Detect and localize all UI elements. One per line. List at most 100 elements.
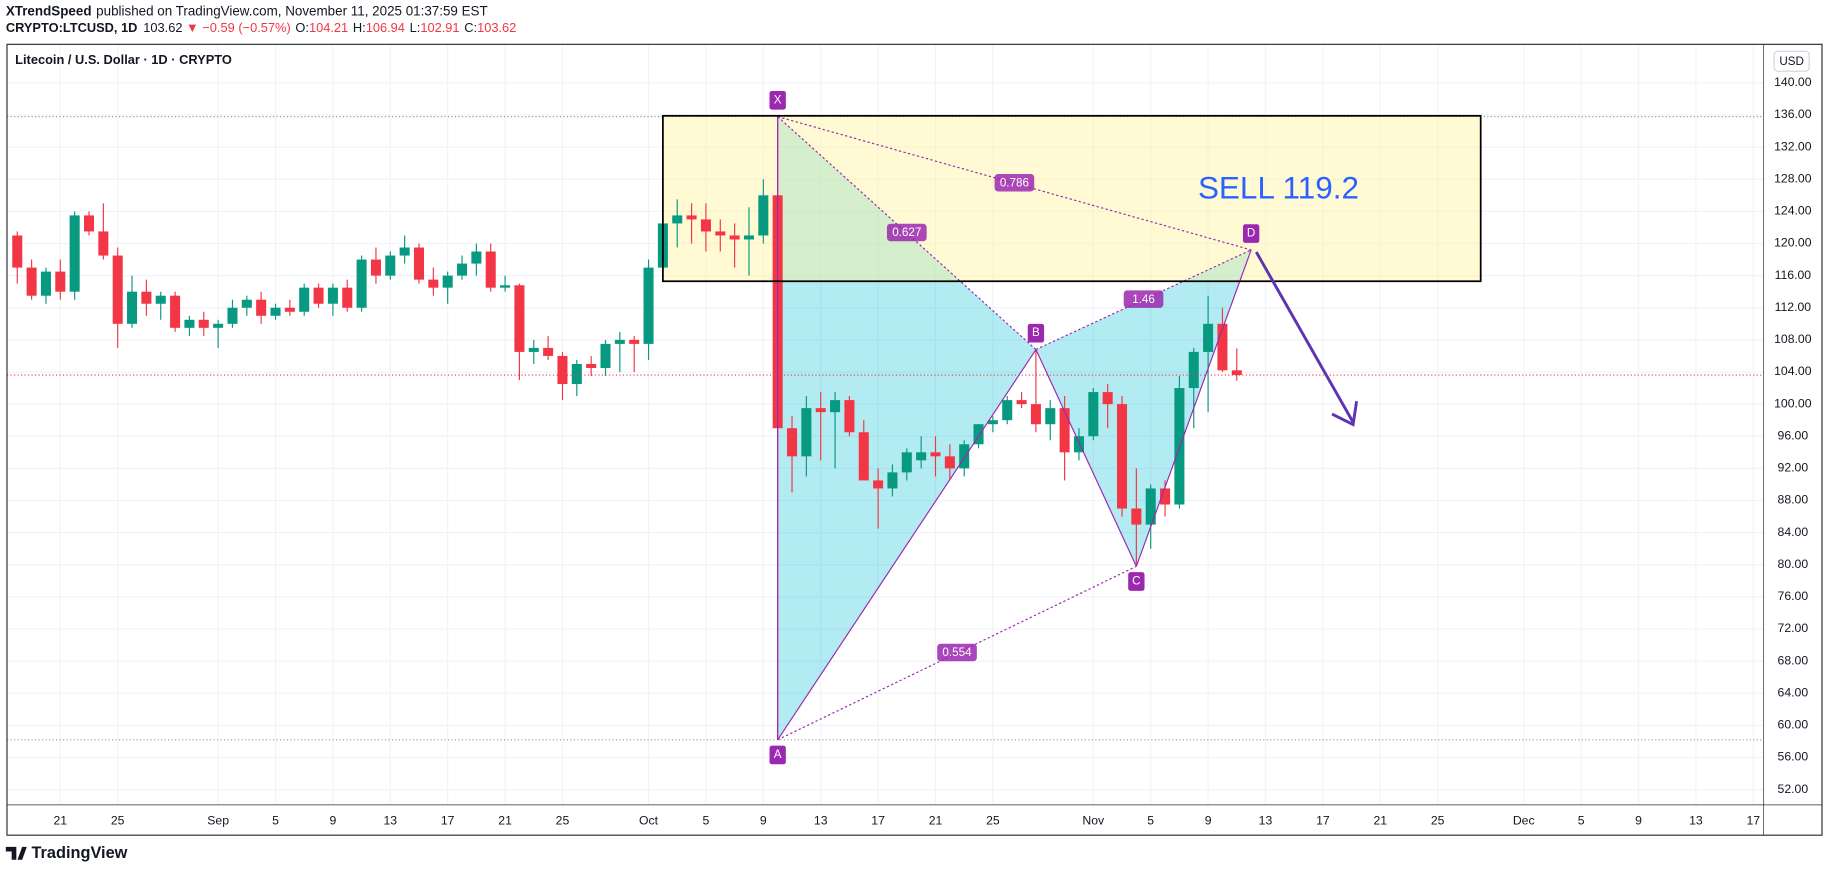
candle-body <box>844 400 855 433</box>
x-tick-label: 13 <box>814 813 828 827</box>
candle-body <box>40 271 51 296</box>
x-tick-label: 25 <box>1431 813 1445 827</box>
symbol-line: CRYPTO:LTCUSD, 1D 103.62 ▼ −0.59 (−0.57%) O… <box>6 21 517 36</box>
y-tick-label: 52.00 <box>1778 782 1809 796</box>
logo: TradingView <box>5 844 128 862</box>
candle-body <box>141 291 152 304</box>
candle-body <box>787 428 798 457</box>
candle-body <box>873 480 884 489</box>
y-tick-label: 120.00 <box>1774 236 1812 250</box>
ratio-label-box <box>886 223 927 242</box>
ratio-label-box <box>1123 290 1164 308</box>
candle-body <box>98 231 109 256</box>
candle-body <box>241 299 252 308</box>
x-tick-label: 5 <box>1147 813 1154 827</box>
y-tick-label: 108.00 <box>1774 332 1812 346</box>
candle-body <box>1088 392 1099 437</box>
candle-body <box>973 424 984 445</box>
candle-body <box>1145 488 1156 525</box>
currency: USD <box>1779 55 1804 68</box>
x-tick-label: 25 <box>111 813 125 827</box>
candle-body <box>944 456 955 469</box>
candle-body <box>1002 400 1013 421</box>
x-tick-label: Sep <box>207 813 229 827</box>
y-tick-label: 72.00 <box>1778 621 1809 635</box>
sell-zone <box>662 115 1481 282</box>
chart-title: Litecoin / U.S. Dollar · 1D · CRYPTO <box>15 52 232 67</box>
y-tick-label: 68.00 <box>1778 653 1809 667</box>
candle-body <box>729 235 740 240</box>
point-label: D <box>1247 227 1255 240</box>
ratio-line <box>777 565 1137 741</box>
candle-body <box>887 472 898 489</box>
candle-body <box>399 247 410 256</box>
candle-body <box>743 235 754 240</box>
candle-body <box>227 307 238 324</box>
candle-body <box>629 339 640 344</box>
high-label: H: <box>353 21 366 36</box>
candle-body <box>700 219 711 232</box>
candle-body <box>471 251 482 264</box>
candle-body <box>600 343 611 368</box>
x-tick-label: 21 <box>498 813 512 827</box>
arrow-head <box>1331 401 1359 427</box>
candle-body <box>815 408 826 413</box>
y-tick-label: 124.00 <box>1774 204 1812 218</box>
pattern-fill <box>777 116 1036 740</box>
x-tick-label: 17 <box>1316 813 1330 827</box>
y-tick-label: 56.00 <box>1778 750 1809 764</box>
candle-body <box>930 452 941 457</box>
close-label: C: <box>464 21 477 36</box>
candle-body <box>801 408 812 457</box>
published: published on TradingView.com, November 1… <box>96 3 488 18</box>
y-tick-label: 132.00 <box>1774 139 1812 153</box>
pattern-leg <box>1135 249 1252 567</box>
last-price: 103.62 <box>143 21 182 36</box>
change: ▼ −0.59 (−0.57%) <box>186 21 291 36</box>
candle-body <box>213 323 224 328</box>
author: XTrendSpeed <box>6 3 92 18</box>
y-tick-label: 92.00 <box>1778 461 1809 475</box>
x-tick-label: 17 <box>871 813 885 827</box>
candle-body <box>830 400 841 413</box>
candle-body <box>1116 404 1128 509</box>
candle-body <box>256 299 267 316</box>
candle-body <box>442 275 453 288</box>
x-tick-label: 5 <box>703 813 710 827</box>
candle-body <box>83 215 95 232</box>
candle-body <box>1160 488 1171 505</box>
high-value: 106.94 <box>366 21 405 36</box>
x-tick-label: 13 <box>1259 813 1273 827</box>
candle-body <box>184 319 195 328</box>
low-value: 102.91 <box>420 21 459 36</box>
y-tick-label: 136.00 <box>1774 107 1812 121</box>
x-tick-label: 21 <box>1373 813 1387 827</box>
x-tick-label: 13 <box>383 813 397 827</box>
x-tick-label: 17 <box>1746 813 1760 827</box>
candle-body <box>1188 351 1199 389</box>
x-tick-label: Oct <box>639 813 659 827</box>
open-label: O: <box>295 21 309 36</box>
candle-body <box>514 285 525 352</box>
sell-zone-border <box>662 114 1482 283</box>
symbol: CRYPTO:LTCUSD, 1D <box>6 21 138 36</box>
ratio-label: 0.627 <box>892 226 921 239</box>
candle-body <box>485 251 496 288</box>
arrow-shaft <box>1255 251 1355 423</box>
candle-body <box>916 452 927 461</box>
candle-body <box>500 285 511 288</box>
candle-body <box>543 347 554 356</box>
ratio-label: 0.554 <box>942 646 972 659</box>
x-tick-label: 25 <box>986 813 1000 827</box>
ratio-label: 1.46 <box>1132 293 1155 306</box>
logo-icon <box>5 846 27 860</box>
candle-body <box>1231 370 1242 376</box>
candle-body <box>55 271 66 292</box>
candle-body <box>959 444 970 469</box>
candle-body <box>198 319 209 328</box>
candle-body <box>155 295 166 304</box>
point-label-box <box>769 90 786 110</box>
candle-body <box>313 287 324 304</box>
candle-body <box>299 287 310 312</box>
